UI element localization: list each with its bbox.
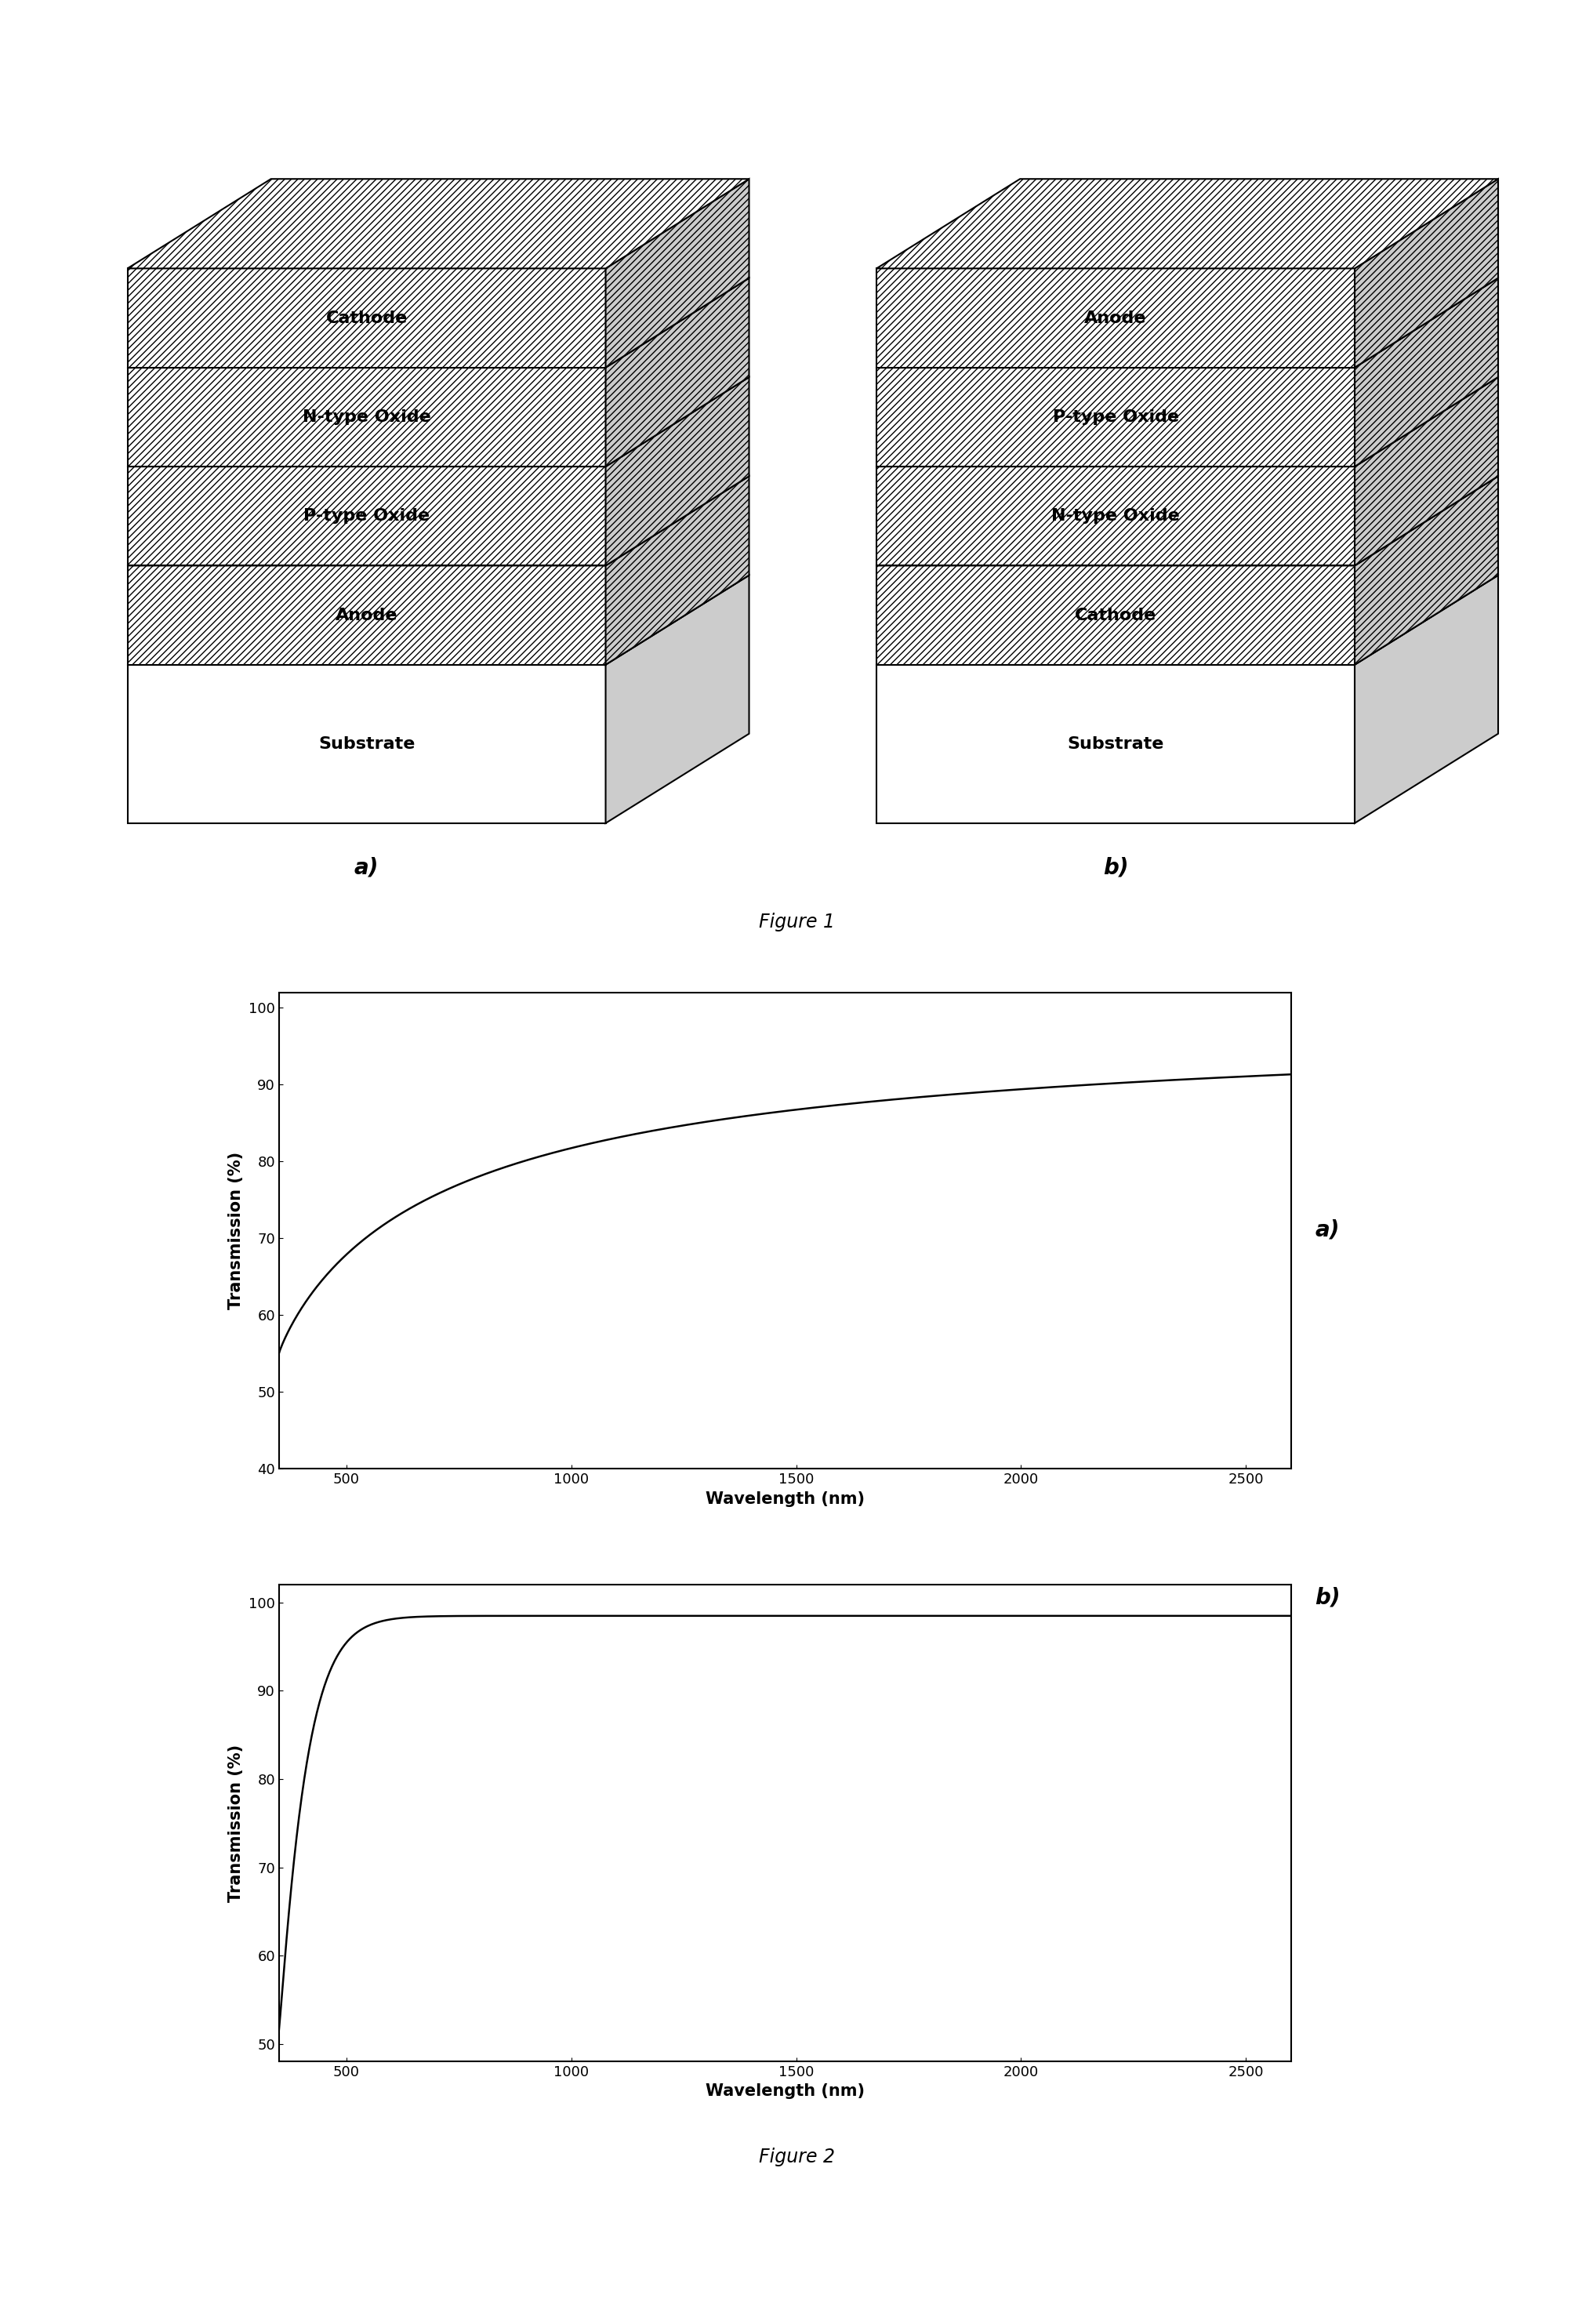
Text: Cathode: Cathode (325, 309, 408, 325)
Polygon shape (876, 576, 1497, 665)
Text: N-type Oxide: N-type Oxide (303, 409, 430, 425)
Polygon shape (1354, 376, 1497, 565)
Text: Substrate: Substrate (319, 737, 414, 751)
Text: Cathode: Cathode (1074, 607, 1157, 623)
Polygon shape (127, 476, 749, 565)
Polygon shape (1354, 476, 1497, 665)
Text: P-type Oxide: P-type Oxide (303, 509, 430, 523)
Y-axis label: Transmission (%): Transmission (%) (228, 1153, 244, 1308)
Text: Anode: Anode (335, 607, 398, 623)
Text: Figure 2: Figure 2 (758, 2147, 835, 2166)
Polygon shape (127, 467, 605, 565)
Text: N-type Oxide: N-type Oxide (1051, 509, 1179, 523)
Polygon shape (605, 476, 749, 665)
Text: b): b) (1314, 1587, 1340, 1608)
Polygon shape (605, 279, 749, 467)
Polygon shape (127, 367, 605, 467)
Polygon shape (876, 367, 1354, 467)
Text: b): b) (1102, 858, 1128, 878)
Polygon shape (127, 279, 749, 367)
Polygon shape (605, 179, 749, 367)
Text: a): a) (354, 858, 379, 878)
Polygon shape (127, 376, 749, 467)
Polygon shape (1354, 179, 1497, 367)
Polygon shape (876, 270, 1354, 367)
Y-axis label: Transmission (%): Transmission (%) (228, 1745, 244, 1901)
Polygon shape (876, 665, 1354, 823)
Polygon shape (876, 179, 1497, 270)
Polygon shape (876, 565, 1354, 665)
Polygon shape (127, 179, 749, 270)
Text: Figure 1: Figure 1 (758, 913, 835, 932)
Text: a): a) (1314, 1220, 1338, 1241)
Text: Anode: Anode (1083, 309, 1147, 325)
Text: P-type Oxide: P-type Oxide (1051, 409, 1179, 425)
Polygon shape (876, 376, 1497, 467)
Polygon shape (127, 576, 749, 665)
X-axis label: Wavelength (nm): Wavelength (nm) (706, 1492, 863, 1506)
Polygon shape (605, 576, 749, 823)
Polygon shape (605, 376, 749, 565)
Polygon shape (127, 665, 605, 823)
Polygon shape (876, 279, 1497, 367)
Polygon shape (127, 270, 605, 367)
Polygon shape (876, 467, 1354, 565)
Polygon shape (1354, 576, 1497, 823)
X-axis label: Wavelength (nm): Wavelength (nm) (706, 2085, 863, 2099)
Polygon shape (876, 476, 1497, 565)
Polygon shape (127, 565, 605, 665)
Polygon shape (1354, 279, 1497, 467)
Text: Substrate: Substrate (1067, 737, 1163, 751)
